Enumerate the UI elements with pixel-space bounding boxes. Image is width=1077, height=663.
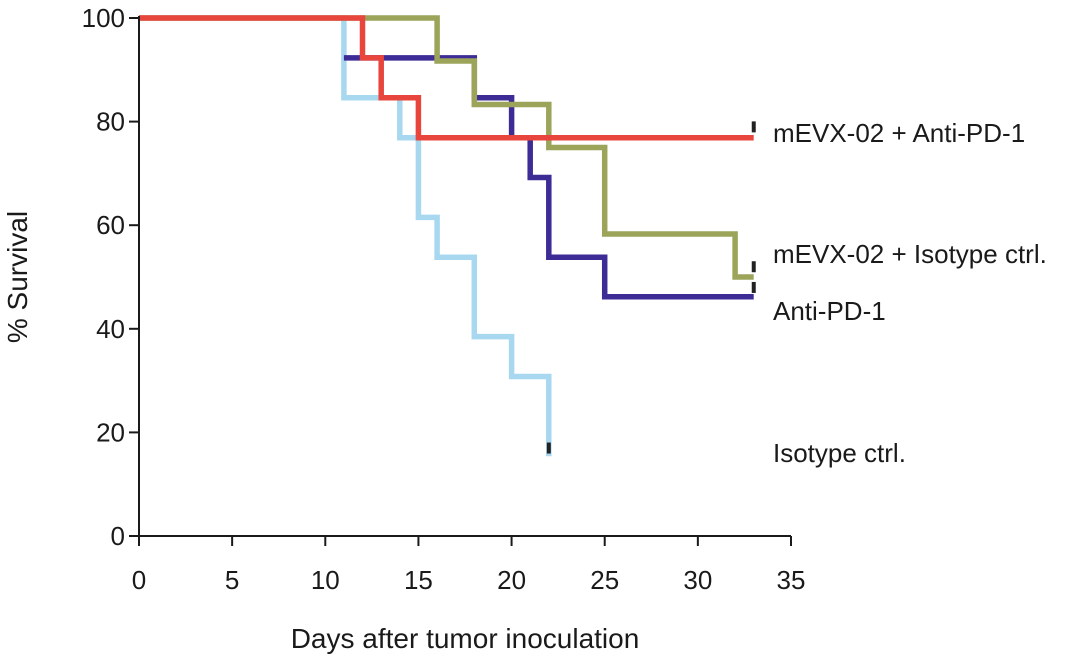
- y-tick-label: 0: [111, 521, 125, 551]
- label-mevx02-anti-pd1: mEVX-02 + Anti-PD-1: [773, 118, 1025, 148]
- y-axis-title: % Survival: [2, 211, 33, 343]
- x-tick-label: 25: [590, 565, 619, 595]
- x-tick-label: 5: [225, 565, 239, 595]
- y-tick-label: 80: [96, 107, 125, 137]
- y-tick-label: 100: [82, 3, 125, 33]
- x-axis-title: Days after tumor inoculation: [291, 623, 640, 654]
- series-labels: mEVX-02 + Anti-PD-1 mEVX-02 + Isotype ct…: [773, 118, 1047, 468]
- series-line-mevx-02-isotype-ctrl: [139, 15, 754, 280]
- series-layer: [139, 15, 756, 457]
- x-tick-label: 15: [404, 565, 433, 595]
- y-tick-label: 20: [96, 417, 125, 447]
- label-mevx02-isotype: mEVX-02 + Isotype ctrl.: [773, 239, 1047, 269]
- x-tick-label: 35: [777, 565, 806, 595]
- axes-layer: [138, 16, 791, 537]
- x-tick-label: 30: [683, 565, 712, 595]
- label-anti-pd1: Anti-PD-1: [773, 296, 886, 326]
- x-tick-label: 10: [311, 565, 340, 595]
- ticks-layer: 0 5 10 15 20 25 30 35 0 20 40 60 80 100: [82, 3, 806, 595]
- series-line-anti-pd-1: [343, 55, 754, 300]
- x-tick-label: 20: [497, 565, 526, 595]
- x-tick-label: 0: [132, 565, 146, 595]
- y-tick-label: 60: [96, 210, 125, 240]
- series-line-isotype-ctrl: [139, 15, 552, 457]
- series-line-mevx-02-anti-pd-1: [139, 15, 754, 141]
- y-tick-label: 40: [96, 314, 125, 344]
- label-isotype-ctrl: Isotype ctrl.: [773, 438, 906, 468]
